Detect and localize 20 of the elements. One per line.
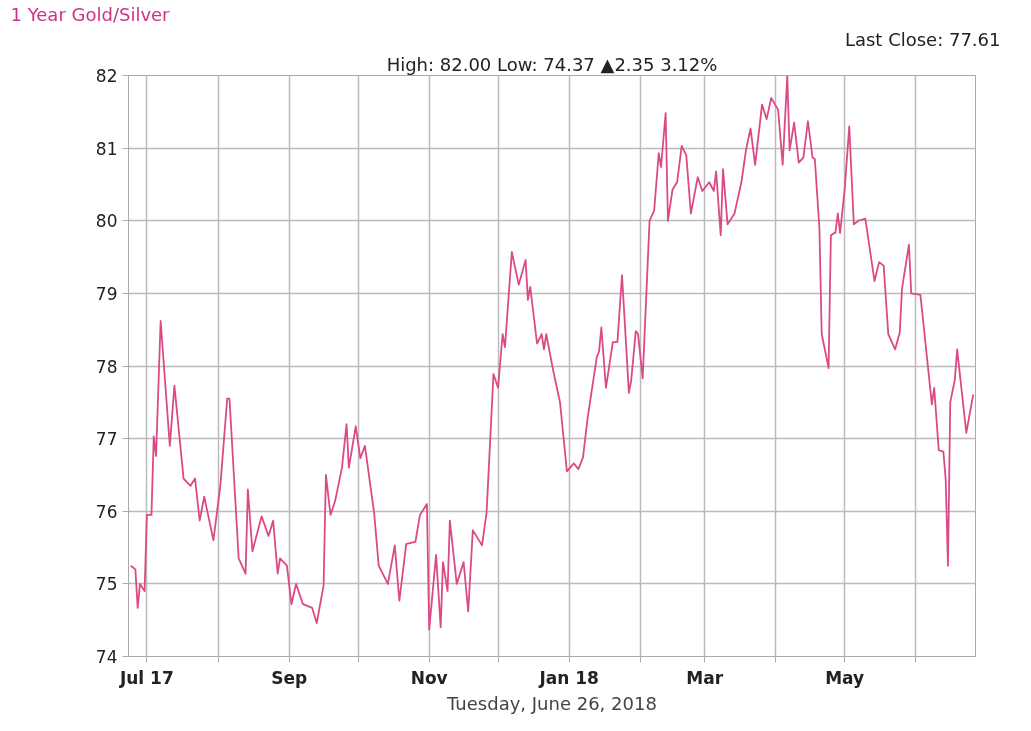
- y-tick-label: 81: [95, 138, 118, 159]
- x-tick-label: Jul 17: [118, 667, 174, 688]
- y-tick-label: 80: [95, 211, 118, 232]
- x-axis-title: Tuesday, June 26, 2018: [446, 692, 657, 714]
- text: Last Close: 77.61: [844, 28, 1001, 50]
- x-tick-label: May: [825, 667, 865, 688]
- y-tick-label: 78: [95, 356, 118, 377]
- x-tick-label: Mar: [686, 667, 724, 688]
- y-tick-label: 79: [95, 283, 118, 304]
- y-tick-label: 82: [95, 66, 118, 86]
- chart-title: 1 Year Gold/Silver: [10, 3, 171, 25]
- chart-subtitle: High: 82.00 Low: 74.37 ▲2.35 3.12%: [386, 53, 718, 75]
- y-tick-label: 76: [95, 501, 118, 522]
- y-tick-label: 74: [95, 647, 118, 667]
- x-tick-label: Jan 18: [538, 667, 599, 688]
- line-series: [129, 75, 975, 631]
- x-tick-label: Sep: [271, 667, 308, 688]
- y-tick-label: 75: [95, 574, 118, 595]
- x-tick-label: Nov: [410, 667, 448, 688]
- y-tick-label: 77: [95, 429, 118, 450]
